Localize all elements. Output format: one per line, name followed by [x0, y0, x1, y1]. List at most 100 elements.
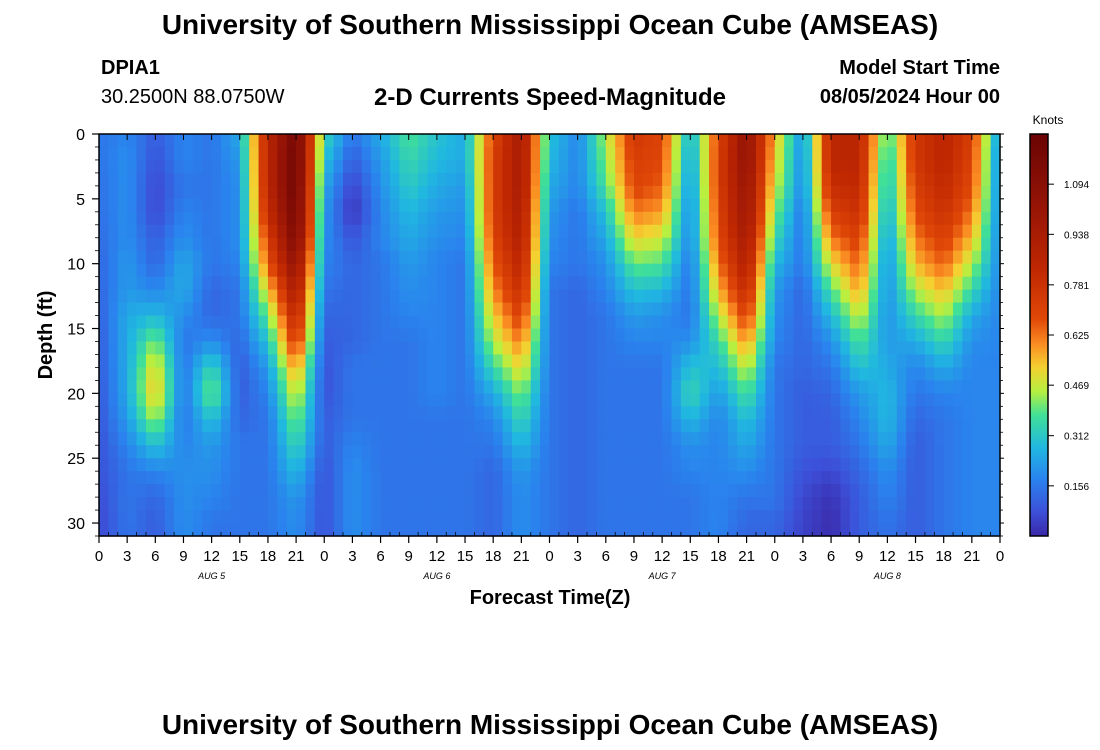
heatmap-cell — [361, 471, 372, 485]
heatmap-cell — [821, 250, 832, 265]
heatmap-cell — [183, 302, 194, 317]
heatmap-cell — [540, 289, 551, 304]
heatmap-cell — [849, 510, 860, 524]
heatmap-cell — [352, 419, 363, 433]
heatmap-cell — [474, 328, 485, 343]
heatmap-cell — [568, 289, 579, 304]
heatmap-cell — [727, 224, 738, 239]
heatmap-cell — [305, 510, 316, 524]
x-tick-label: 21 — [964, 548, 981, 565]
heatmap-cell — [164, 406, 175, 420]
heatmap-cell — [230, 328, 241, 343]
heatmap-cell — [755, 354, 766, 369]
heatmap-cell — [887, 419, 898, 433]
heatmap-cell — [605, 367, 616, 381]
heatmap-cell — [127, 185, 138, 200]
heatmap-cell — [502, 224, 513, 239]
heatmap-cell — [605, 172, 616, 187]
heatmap-cell — [680, 185, 691, 200]
heatmap-cell — [699, 185, 710, 200]
heatmap-cell — [718, 250, 729, 265]
heatmap-cell — [774, 445, 785, 459]
heatmap-cell — [296, 471, 307, 485]
heatmap-cell — [633, 354, 644, 369]
heatmap-cell — [887, 445, 898, 459]
heatmap-cell — [615, 484, 626, 498]
heatmap-cell — [380, 185, 391, 200]
heatmap-cell — [211, 380, 222, 394]
day-labels: AUG 5 AUG 6 AUG 7 AUG 8 — [197, 571, 901, 581]
heatmap-cell — [483, 328, 494, 343]
heatmap-cell — [831, 445, 842, 459]
heatmap-cell — [896, 380, 907, 394]
heatmap-cell — [643, 523, 654, 537]
heatmap-cell — [802, 523, 813, 537]
heatmap-cell — [530, 393, 541, 407]
heatmap-cell — [239, 250, 250, 265]
heatmap-cell — [389, 380, 400, 394]
heatmap-cell — [521, 367, 532, 381]
heatmap-cell — [371, 315, 382, 330]
heatmap-cell — [887, 471, 898, 485]
heatmap-cell — [211, 419, 222, 433]
heatmap-cell — [755, 471, 766, 485]
heatmap-cell — [934, 276, 945, 291]
heatmap-cell — [727, 276, 738, 291]
heatmap-cell — [643, 211, 654, 226]
heatmap-cell — [136, 159, 147, 174]
heatmap-cell — [352, 159, 363, 174]
heatmap-cell — [812, 419, 823, 433]
heatmap-cell — [211, 406, 222, 420]
heatmap-cell — [962, 471, 973, 485]
heatmap-cell — [709, 276, 720, 291]
heatmap-cell — [802, 328, 813, 343]
heatmap-cell — [174, 211, 185, 226]
heatmap-cell — [108, 237, 119, 252]
heatmap-cell — [802, 458, 813, 472]
heatmap-cell — [343, 224, 354, 239]
heatmap-cell — [671, 458, 682, 472]
heatmap-cell — [849, 393, 860, 407]
heatmap-cell — [587, 432, 598, 446]
heatmap-cell — [436, 134, 447, 148]
heatmap-cell — [896, 419, 907, 433]
heatmap-cell — [718, 211, 729, 226]
heatmap-cell — [906, 276, 917, 291]
heatmap-cell — [418, 315, 429, 330]
heatmap-cell — [483, 419, 494, 433]
heatmap-cell — [605, 159, 616, 174]
heatmap-cell — [127, 393, 138, 407]
heatmap-cell — [953, 315, 964, 330]
heatmap-cell — [943, 276, 954, 291]
heatmap-cell — [361, 224, 372, 239]
heatmap-cell — [427, 250, 438, 265]
heatmap-cell — [633, 484, 644, 498]
heatmap-cell — [755, 432, 766, 446]
heatmap-cell — [793, 367, 804, 381]
heatmap-cell — [896, 134, 907, 148]
heatmap-cell — [530, 367, 541, 381]
heatmap-cell — [924, 406, 935, 420]
heatmap-cell — [389, 497, 400, 511]
heatmap-cell — [155, 198, 166, 213]
heatmap-cell — [605, 263, 616, 278]
heatmap-cell — [793, 250, 804, 265]
heatmap-cell — [671, 172, 682, 187]
heatmap-cell — [587, 497, 598, 511]
heatmap-cell — [436, 146, 447, 161]
heatmap-cell — [202, 224, 213, 239]
heatmap-cell — [192, 315, 203, 330]
heatmap-cell — [915, 367, 926, 381]
heatmap-cell — [333, 354, 344, 369]
heatmap-cell — [943, 523, 954, 537]
heatmap-cell — [718, 471, 729, 485]
heatmap-cell — [915, 380, 926, 394]
heatmap-cell — [267, 523, 278, 537]
heatmap-cell — [887, 328, 898, 343]
heatmap-cell — [671, 185, 682, 200]
heatmap-cell — [389, 367, 400, 381]
heatmap-cell — [765, 380, 776, 394]
heatmap-cell — [521, 276, 532, 291]
heatmap-cell — [474, 146, 485, 161]
heatmap-cell — [418, 393, 429, 407]
